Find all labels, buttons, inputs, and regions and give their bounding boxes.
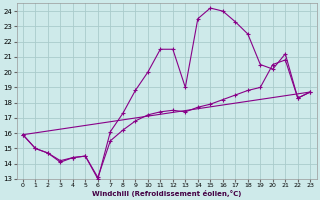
X-axis label: Windchill (Refroidissement éolien,°C): Windchill (Refroidissement éolien,°C) (92, 190, 241, 197)
